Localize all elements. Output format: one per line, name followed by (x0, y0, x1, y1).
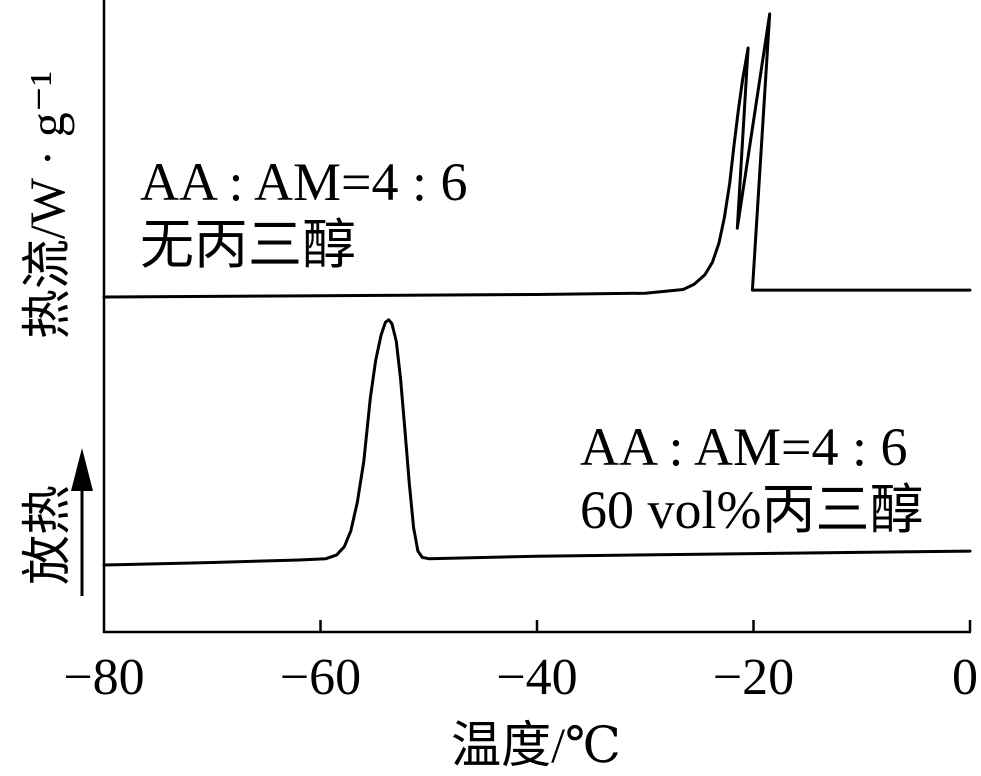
x-tick-label: −20 (713, 649, 794, 706)
plot-curves (102, 12, 972, 567)
exotherm-arrow-up-icon (71, 448, 93, 491)
series-1-label-line-2: 无丙三醇 (140, 215, 356, 275)
x-tick-label: 0 (952, 649, 978, 706)
x-tick-label: −80 (63, 649, 144, 706)
x-tick-label: −60 (280, 649, 361, 706)
series-1-line (102, 12, 972, 299)
series-2-line (102, 318, 972, 567)
y-axis-label: 热流/W · g⁻¹ (19, 71, 75, 339)
series-2-label-line-1: AA : AM=4 : 6 (580, 417, 908, 477)
series-1-label-line-1: AA : AM=4 : 6 (140, 152, 468, 212)
series-2-label-line-2: 60 vol%丙三醇 (580, 480, 924, 540)
exotherm-label: 放热 (19, 485, 75, 585)
x-tick-label: −40 (496, 649, 577, 706)
x-ticks: −80 −60 −40 −20 0 (63, 620, 978, 706)
x-axis-label: 温度/℃ (451, 717, 621, 773)
